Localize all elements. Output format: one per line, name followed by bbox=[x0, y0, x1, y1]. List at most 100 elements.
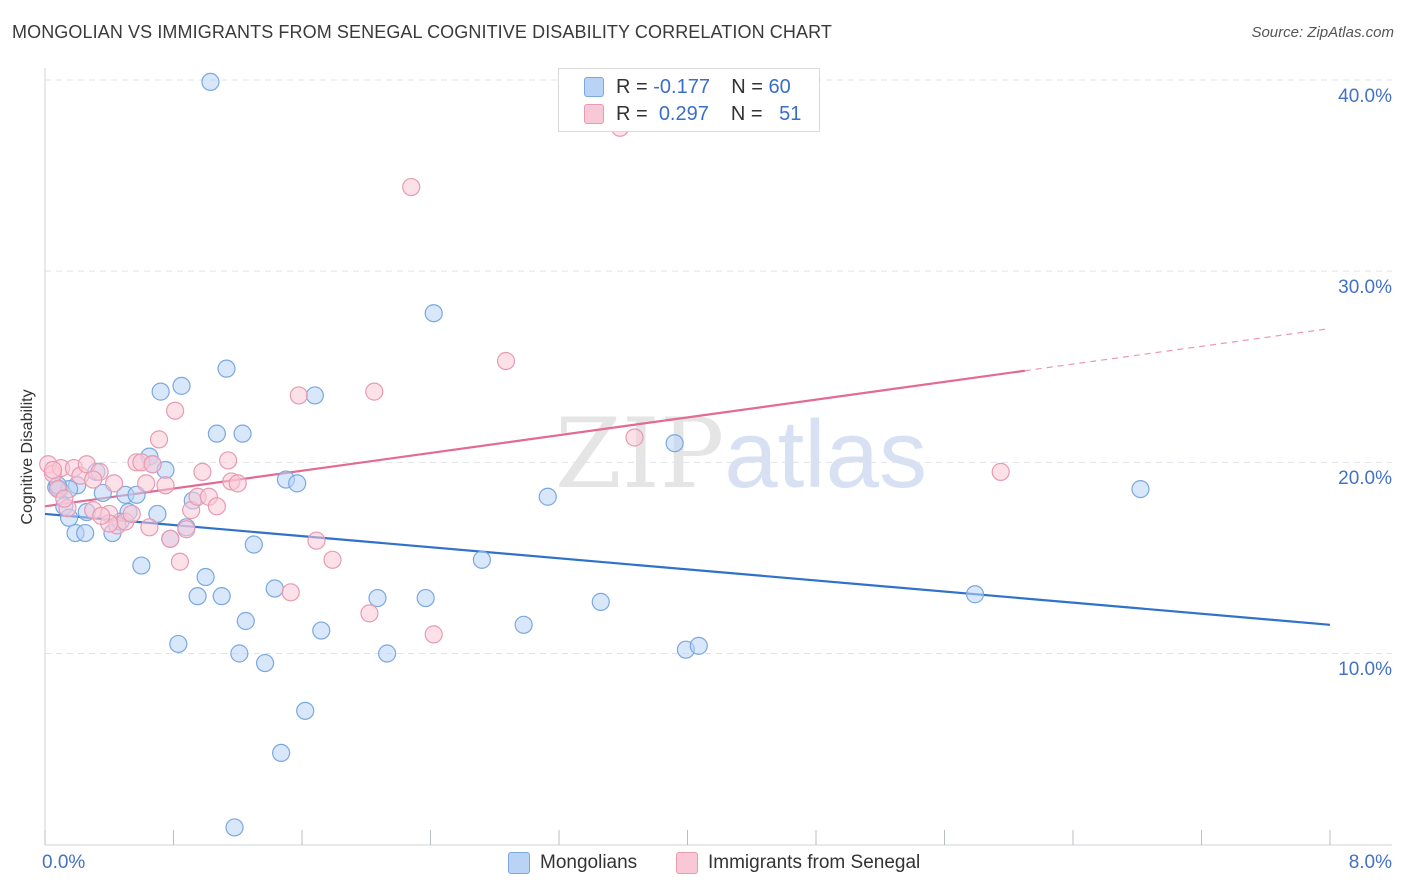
senegal-point bbox=[170, 552, 190, 571]
senegal-point bbox=[360, 604, 379, 623]
legend-n-label: N = bbox=[731, 75, 763, 98]
senegal-point bbox=[84, 470, 103, 489]
mongolians-point bbox=[207, 424, 226, 443]
mongolians-point bbox=[305, 386, 324, 405]
legend-row-senegal: R = 0.297 N = 51 bbox=[584, 101, 801, 127]
mongolians-point bbox=[965, 585, 985, 604]
mongolians-point bbox=[265, 579, 284, 598]
mongolians-point bbox=[296, 701, 315, 720]
senegal-point bbox=[55, 489, 74, 508]
x-tick-label-max: 8.0% bbox=[1348, 852, 1392, 873]
source-label: Source: ZipAtlas.com bbox=[1251, 24, 1394, 41]
mongolians-point bbox=[244, 535, 263, 554]
senegal-point bbox=[991, 462, 1010, 481]
senegal-point bbox=[122, 504, 141, 524]
legend-row-mongolians: R = -0.177 N = 60 bbox=[584, 74, 791, 100]
mongolians-point bbox=[225, 818, 244, 837]
trend-lines bbox=[44, 327, 1331, 626]
senegal-point bbox=[307, 531, 326, 550]
senegal-point bbox=[92, 506, 111, 525]
y-tick-label-20: 20.0% bbox=[1338, 468, 1392, 489]
mongolians-point bbox=[1131, 479, 1150, 499]
senegal-point bbox=[323, 550, 342, 569]
mongolians-point bbox=[132, 556, 151, 575]
senegal-point bbox=[104, 474, 124, 493]
senegal-point bbox=[161, 529, 180, 548]
legend-n-value-senegal: 51 bbox=[779, 102, 802, 125]
senegal-point bbox=[228, 474, 247, 493]
senegal-point bbox=[219, 451, 238, 470]
legend-r-label: R = bbox=[616, 102, 648, 125]
mongolians-point bbox=[689, 636, 708, 655]
mongolians-point bbox=[217, 359, 236, 378]
legend-r-value-senegal: 0.297 bbox=[658, 102, 709, 125]
mongolians-point bbox=[148, 504, 167, 524]
y-tick-label-10: 10.0% bbox=[1338, 659, 1392, 680]
senegal-point bbox=[281, 583, 300, 602]
senegal-point bbox=[289, 386, 308, 405]
axes bbox=[44, 68, 1392, 846]
mongolians-point bbox=[416, 588, 435, 608]
senegal-point bbox=[402, 177, 421, 197]
mongolians-legend-swatch bbox=[508, 852, 530, 874]
senegal-point bbox=[207, 497, 226, 516]
mongolians-point bbox=[424, 304, 443, 323]
mongolians-point bbox=[233, 424, 252, 443]
mongolians-point bbox=[288, 474, 307, 493]
senegal-legend-label: Immigrants from Senegal bbox=[708, 852, 921, 873]
senegal-point bbox=[143, 455, 162, 474]
y-axis-label: Cognitive Disability bbox=[19, 389, 36, 525]
mongolians-point bbox=[172, 376, 191, 395]
mongolians-point bbox=[151, 382, 170, 401]
senegal-point bbox=[140, 518, 159, 537]
mongolians-point bbox=[665, 434, 684, 453]
mongolians-point bbox=[472, 550, 491, 569]
mongolians-point bbox=[212, 587, 231, 606]
correlation-legend: R = -0.177 N = 60 R = 0.297 N = 51 bbox=[558, 68, 820, 132]
senegal-point bbox=[625, 428, 644, 447]
senegal-legend-swatch bbox=[676, 852, 698, 874]
mongolians-point bbox=[378, 644, 397, 663]
senegal-trend-line bbox=[44, 369, 1025, 508]
y-tick-label-40: 40.0% bbox=[1338, 86, 1392, 107]
mongolians-legend-label: Mongolians bbox=[540, 852, 638, 873]
bottom-legend-senegal: Immigrants from Senegal bbox=[676, 852, 920, 874]
senegal-point bbox=[424, 625, 443, 644]
mongolians-point bbox=[514, 615, 533, 634]
senegal-point bbox=[43, 460, 63, 480]
senegal-point bbox=[166, 401, 185, 420]
mongolians-point bbox=[591, 592, 610, 611]
senegal-swatch bbox=[584, 104, 604, 124]
senegal-point bbox=[137, 474, 156, 493]
senegal-trend-extension bbox=[1024, 327, 1331, 372]
mongolians-point bbox=[230, 644, 249, 663]
mongolians-point bbox=[312, 621, 331, 640]
mongolians-swatch bbox=[584, 77, 604, 97]
mongolians-point bbox=[236, 611, 255, 631]
legend-n-label: N = bbox=[730, 102, 763, 125]
senegal-point bbox=[149, 430, 169, 449]
chart-title: MONGOLIAN VS IMMIGRANTS FROM SENEGAL COG… bbox=[12, 22, 832, 42]
y-tick-label-30: 30.0% bbox=[1338, 277, 1392, 298]
mongolians-point bbox=[196, 567, 215, 587]
mongolians-point bbox=[76, 523, 95, 543]
mongolians-point bbox=[272, 743, 291, 763]
legend-r-value-mongolians: -0.177 bbox=[653, 75, 710, 98]
mongolians-point bbox=[188, 587, 207, 606]
senegal-point bbox=[177, 520, 196, 539]
data-points bbox=[39, 72, 1150, 837]
mongolians-point bbox=[169, 634, 188, 654]
senegal-point bbox=[496, 351, 516, 371]
mongolians-point bbox=[201, 72, 220, 92]
x-tick-label-min: 0.0% bbox=[42, 852, 86, 873]
senegal-point bbox=[193, 462, 212, 481]
mongolians-point bbox=[255, 653, 275, 673]
mongolians-point bbox=[368, 588, 387, 608]
senegal-point bbox=[365, 382, 384, 401]
grid-lines bbox=[45, 79, 1392, 654]
legend-r-label: R = bbox=[616, 75, 648, 98]
bottom-legend-mongolians: Mongolians bbox=[508, 852, 637, 874]
senegal-point bbox=[156, 476, 175, 495]
mongolians-point bbox=[538, 487, 557, 506]
